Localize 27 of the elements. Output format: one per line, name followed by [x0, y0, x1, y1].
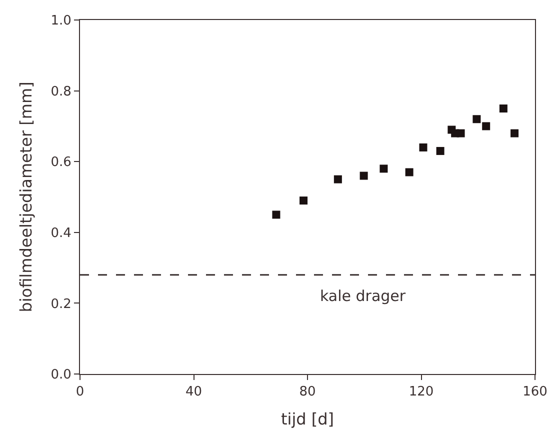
point	[472, 115, 481, 124]
point	[482, 122, 490, 130]
x-tick-label: 80	[299, 384, 316, 400]
y-axis-title: biofilmdeeltjediameter [mm]	[16, 82, 36, 312]
y-tick-label: 1.0	[50, 14, 72, 29]
ref-line-label: kale drager	[320, 287, 406, 305]
y-tick-label: 0.6	[50, 155, 72, 170]
x-tick-label: 40	[185, 384, 202, 400]
point	[300, 196, 308, 205]
y-tick-label: 0.8	[50, 84, 72, 100]
point	[436, 146, 444, 155]
point	[334, 175, 342, 184]
point	[360, 172, 368, 180]
point	[499, 104, 508, 112]
x-axis-title: tijd [d]	[280, 409, 334, 428]
point	[510, 129, 519, 138]
point	[380, 164, 388, 173]
point	[456, 129, 465, 138]
y-tick-label: 0.2	[50, 296, 72, 312]
y-tick-label: 0.0	[50, 368, 72, 383]
point	[272, 210, 280, 219]
point	[405, 168, 414, 176]
point	[419, 143, 428, 152]
x-tick-label: 0	[76, 384, 84, 400]
y-tick-label: 0.4	[50, 226, 72, 241]
x-tick-label: 120	[408, 384, 434, 400]
x-tick-label: 160	[522, 384, 548, 400]
